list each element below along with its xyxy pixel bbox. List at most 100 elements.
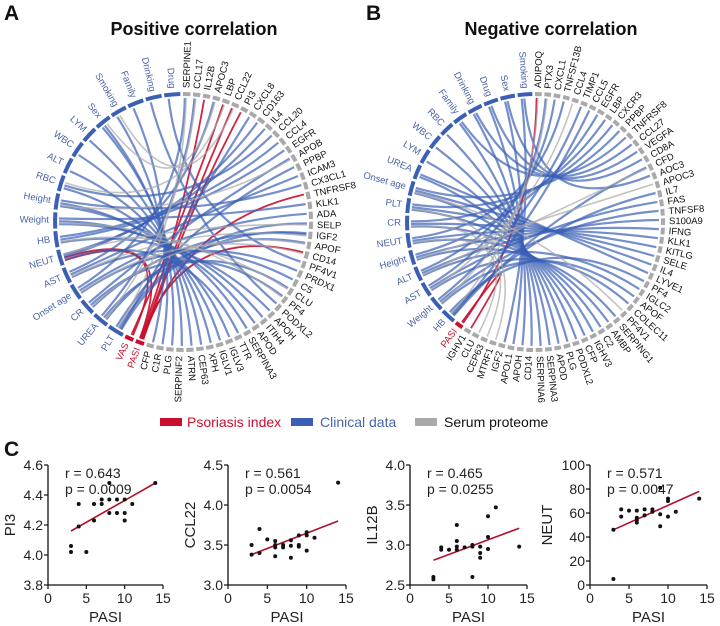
chord-link-apof-cr (91, 238, 306, 307)
data-point (304, 530, 309, 535)
y-tick-label: 4.6 (24, 457, 44, 473)
data-point (249, 552, 254, 557)
data-point (76, 524, 81, 529)
segment-label-onset-age: Onset age (31, 291, 74, 324)
data-point (273, 539, 278, 543)
segment-label-hb: HB (36, 235, 51, 248)
regression-line (251, 520, 339, 556)
segment-label-ccl17: CCL17 (192, 59, 206, 90)
data-point (478, 555, 483, 560)
segment-arc-ccl4 (571, 97, 580, 104)
chord-link-onset-age-ada (78, 212, 307, 292)
data-point (273, 554, 278, 559)
legend-item-serum-proteome: Serum proteome (415, 414, 548, 430)
segment-arc-timp1 (580, 100, 588, 107)
segment-label-wbc: WBC (51, 129, 76, 151)
segment-arc-vas (124, 334, 135, 342)
x-tick-label: 15 (699, 590, 715, 606)
data-point (611, 577, 616, 581)
data-point (122, 511, 127, 515)
data-point (431, 577, 436, 582)
chord-title-negative: Negative correlation (464, 19, 637, 39)
segment-arc-onset-age (407, 180, 416, 197)
data-point (288, 538, 293, 543)
segment-arc-family (453, 112, 468, 125)
segment-label-igf2: IGF2 (490, 350, 506, 373)
segment-arc-icam3 (299, 172, 306, 181)
segment-label-serpina3: SERPINA3 (544, 355, 560, 403)
segment-label-c2: C2 (600, 334, 616, 350)
segment-arc-sex (499, 93, 516, 101)
segment-label-plg: PLG (563, 350, 578, 371)
x-tick-label: 10 (299, 590, 315, 606)
segment-arc-lym (82, 127, 97, 143)
segment-label-neut: NEUT (376, 236, 403, 251)
segment-arc-cfp (146, 342, 155, 349)
legend-label-clinical-data: Clinical data (320, 414, 396, 430)
segment-arc-hb (441, 309, 456, 323)
segment-arc-height (53, 193, 61, 210)
segment-arc-ccl17 (192, 92, 201, 98)
segment-arc-cd163 (256, 116, 266, 125)
chord-ring (405, 92, 666, 352)
segment-arc-tnfrsf8 (305, 191, 311, 200)
segment-arc-ccl27 (632, 139, 640, 148)
segment-arc-apoc3 (212, 95, 221, 102)
chord-link-onset-age-il4 (414, 189, 652, 266)
chord-link-alt-iglc2 (422, 250, 640, 291)
segment-arc-cep63 (196, 346, 204, 352)
segment-label-ast: AST (402, 288, 424, 307)
legend-swatch-psoriasis-index (160, 418, 182, 426)
segment-arc-apof (306, 241, 312, 250)
chord-link-urea-lyve1 (420, 173, 649, 275)
y-tick-label: 0 (577, 577, 585, 593)
segment-label-drug: Drug (164, 68, 177, 89)
segment-label-serpina6: SERPINA6 (534, 356, 546, 403)
chord-link-mtrf1-plt (411, 208, 506, 340)
segment-arc-podxl2 (274, 303, 283, 312)
segment-label-s100a9: S100A9 (669, 216, 703, 227)
segment-label-il12b: IL12B (202, 65, 217, 91)
chord-link-drug-apoh (487, 106, 527, 346)
segment-label-apod: APOD (553, 353, 569, 382)
data-point (697, 496, 702, 501)
x-tick-label: 15 (338, 590, 354, 606)
segment-label-drinking: Drinking (139, 56, 158, 92)
data-point (107, 481, 112, 485)
data-point (296, 533, 301, 538)
segment-label-igf2: IGF2 (316, 231, 338, 244)
data-point (478, 551, 483, 555)
data-point (642, 507, 647, 512)
x-tick-label: 0 (44, 590, 52, 606)
segment-arc-apof (632, 296, 640, 305)
segment-arc-pf4v1 (619, 310, 628, 318)
segment-arc-il7 (657, 189, 663, 198)
chord-link-lym-plg (426, 160, 569, 342)
segment-label-serpine1: SERPINE1 (181, 41, 193, 88)
chord-link-cd14-onset-age (80, 242, 304, 293)
segment-arc-egfr (596, 108, 605, 116)
segment-arc-plt (405, 197, 412, 214)
x-tick-label: 5 (445, 590, 453, 606)
segment-arc-ccl20 (271, 129, 280, 139)
chord-link-cr-kitlg (410, 222, 657, 249)
y-tick-label: 3.8 (24, 577, 44, 593)
segment-label-c1r: C1R (150, 353, 164, 374)
chord-link-drug-pf4v1 (167, 98, 301, 263)
legend-label-psoriasis-index: Psoriasis index (187, 414, 281, 430)
legend-swatch-serum-proteome (415, 418, 437, 426)
chord-ring (53, 91, 314, 353)
segment-label-c5: C5 (298, 281, 314, 296)
segment-arc-apoc3 (654, 180, 661, 189)
segment-arc-aoc3 (651, 171, 658, 180)
chord-link-height-cx3cl1 (60, 184, 302, 210)
segment-label-ifng: IFNG (668, 226, 691, 239)
segment-arc-kitlg (657, 245, 663, 254)
data-point (658, 485, 663, 490)
data-point (122, 518, 127, 523)
segment-arc-rbc (440, 122, 454, 136)
chord-link-smoking-aoc3 (523, 98, 651, 190)
chord-links (58, 97, 308, 347)
